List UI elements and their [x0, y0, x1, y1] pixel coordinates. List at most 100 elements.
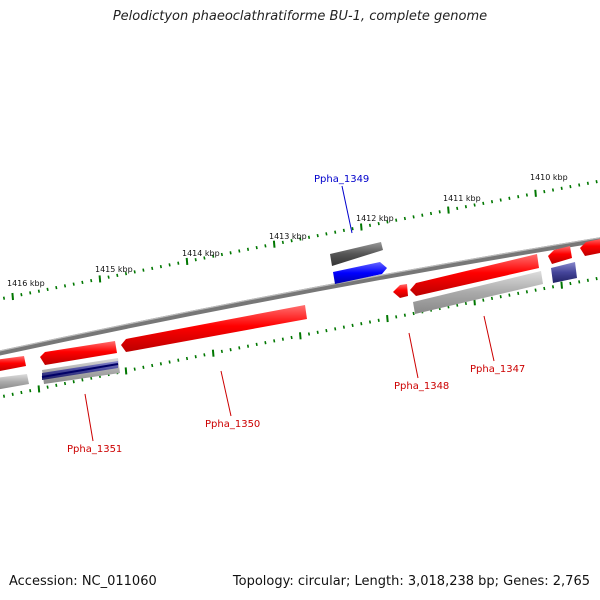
- minor-tick: [142, 268, 145, 272]
- minor-tick: [438, 210, 441, 214]
- minor-tick: [20, 390, 23, 395]
- leader-line-ppha-1348: [408, 332, 419, 379]
- minor-tick: [229, 251, 232, 255]
- minor-tick: [316, 233, 319, 238]
- minor-tick: [377, 318, 380, 322]
- minor-tick: [342, 228, 345, 233]
- minor-tick: [177, 261, 180, 265]
- minor-tick: [464, 301, 467, 306]
- minor-tick: [490, 200, 494, 204]
- major-tick: [185, 257, 189, 265]
- major-tick: [98, 275, 102, 283]
- minor-tick: [403, 216, 406, 221]
- minor-tick: [177, 358, 180, 362]
- gene-label-ppha-1350[interactable]: Ppha_1350: [205, 419, 260, 430]
- kbp-label: 1413 kbp: [269, 232, 307, 241]
- minor-tick: [203, 256, 206, 260]
- cds-feature-ppha-1350[interactable]: [121, 305, 307, 352]
- minor-tick: [90, 278, 93, 283]
- minor-tick: [482, 298, 485, 302]
- minor-tick: [525, 290, 528, 294]
- minor-tick: [2, 394, 6, 398]
- minor-tick: [351, 227, 354, 231]
- genome-backbone-highlight: [0, 237, 600, 352]
- major-tick: [299, 332, 302, 340]
- minor-tick: [578, 280, 581, 284]
- minor-tick: [11, 392, 14, 396]
- minor-tick: [307, 235, 311, 239]
- major-tick: [11, 292, 14, 301]
- gene-label-ppha-1347[interactable]: Ppha_1347: [470, 364, 525, 375]
- minor-tick: [299, 237, 302, 241]
- minor-tick: [81, 378, 84, 382]
- minor-tick: [46, 385, 49, 389]
- minor-tick: [229, 348, 232, 352]
- cds-feature-ppha-1351[interactable]: [40, 341, 117, 365]
- rna-feature-ppha-1349[interactable]: [333, 262, 387, 284]
- minor-tick: [238, 346, 241, 350]
- gene-label-ppha-1348[interactable]: Ppha_1348: [394, 381, 449, 392]
- minor-tick: [508, 196, 511, 200]
- minor-tick: [55, 383, 58, 387]
- minor-tick: [551, 188, 555, 192]
- minor-tick: [351, 323, 354, 328]
- minor-tick: [534, 288, 537, 292]
- minor-tick: [246, 247, 250, 251]
- minor-tick: [595, 180, 598, 184]
- minor-tick: [37, 289, 40, 293]
- minor-tick: [421, 213, 424, 217]
- kbp-label: 1412 kbp: [356, 214, 394, 223]
- cds-feature-ppha-1348[interactable]: [410, 254, 539, 296]
- minor-tick: [290, 239, 293, 243]
- minor-tick: [46, 287, 49, 292]
- minor-tick: [116, 273, 119, 278]
- cds-feature-right[interactable]: [548, 246, 572, 264]
- minor-tick: [429, 211, 433, 216]
- rna-line-ppha-1351: [41, 363, 119, 378]
- cds-feature-small[interactable]: [393, 284, 408, 298]
- leader-line-ppha-1347: [483, 315, 495, 362]
- minor-tick: [142, 365, 145, 369]
- minor-tick: [473, 203, 476, 207]
- minor-tick: [151, 266, 154, 271]
- minor-tick: [124, 271, 128, 276]
- major-tick: [560, 281, 563, 289]
- gene-feature-left-edge[interactable]: [0, 374, 29, 390]
- cds-feature-right-edge[interactable]: [580, 238, 600, 256]
- minor-tick: [133, 270, 136, 274]
- cds-feature-left-edge[interactable]: [0, 356, 26, 372]
- minor-tick: [386, 220, 389, 224]
- minor-tick: [63, 284, 67, 288]
- accession-text: Accession: NC_011060: [9, 574, 157, 589]
- gene-feature-ppha-1348[interactable]: [413, 271, 543, 314]
- minor-tick: [2, 296, 6, 300]
- major-tick: [211, 349, 215, 357]
- minor-tick: [525, 193, 528, 197]
- minor-tick: [517, 195, 520, 199]
- minor-tick: [185, 356, 189, 361]
- minor-tick: [29, 389, 32, 393]
- minor-tick: [290, 335, 293, 340]
- minor-tick: [517, 291, 520, 296]
- major-tick: [272, 240, 276, 248]
- minor-tick: [543, 286, 546, 291]
- minor-tick: [578, 183, 581, 187]
- minor-tick: [159, 264, 162, 269]
- minor-tick: [281, 240, 284, 245]
- minor-tick: [595, 276, 598, 281]
- rna-feature-right[interactable]: [551, 262, 577, 283]
- minor-tick: [72, 282, 75, 286]
- minor-tick: [264, 244, 267, 248]
- minor-tick: [81, 280, 84, 285]
- minor-tick: [377, 221, 380, 226]
- minor-tick: [168, 263, 171, 267]
- outer-scale-track: [2, 180, 598, 301]
- gene-feature-ppha-1349[interactable]: [330, 242, 383, 266]
- minor-tick: [412, 311, 415, 316]
- inner-scale-track: [2, 276, 598, 398]
- minor-tick: [220, 349, 223, 354]
- gene-label-ppha-1349[interactable]: Ppha_1349: [314, 174, 369, 185]
- minor-tick: [569, 184, 572, 189]
- gene-label-ppha-1351[interactable]: Ppha_1351: [67, 444, 122, 455]
